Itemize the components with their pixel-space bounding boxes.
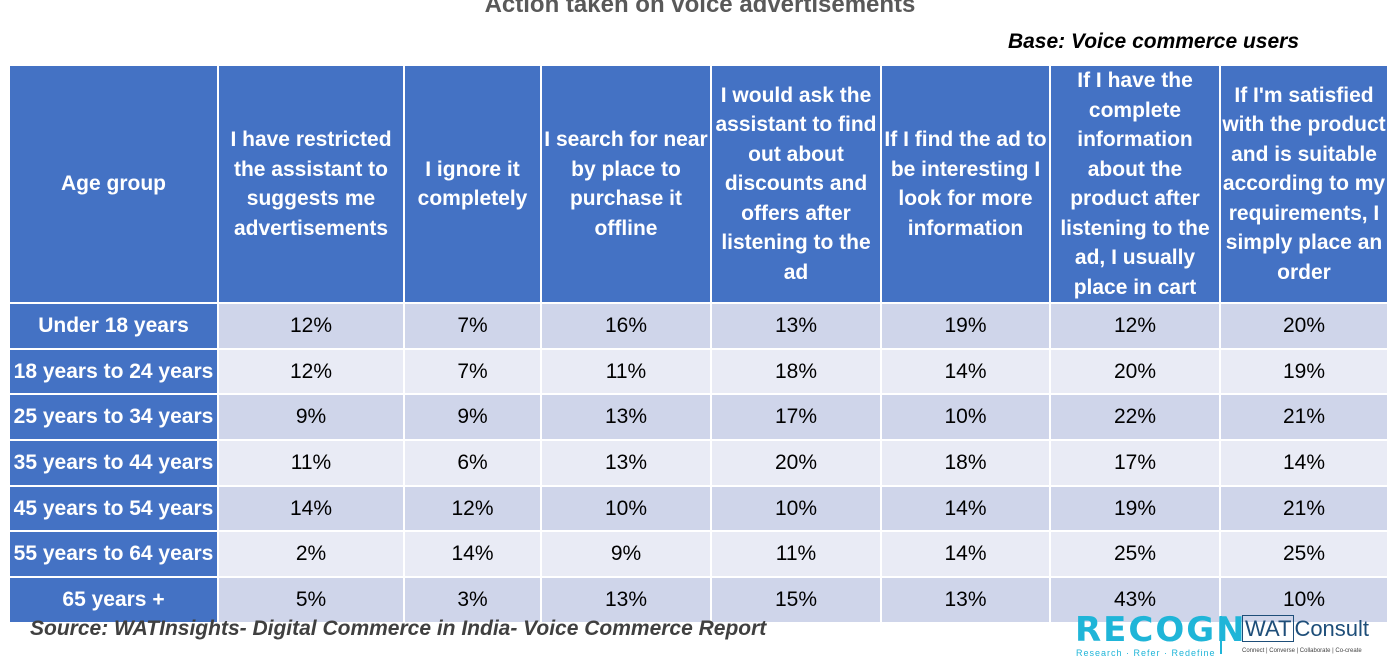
table-cell: 10% bbox=[880, 393, 1051, 442]
table-cell: 9% bbox=[540, 530, 712, 579]
table-cell: 12% bbox=[403, 484, 542, 533]
table-cell: 11% bbox=[540, 347, 712, 396]
recogn-logo: RECOGN bbox=[1075, 610, 1247, 650]
table-row: Under 18 years 12% 7% 16% 13% 19% 12% 20% bbox=[8, 302, 1389, 350]
table-body: Under 18 years 12% 7% 16% 13% 19% 12% 20% 18 yea… bbox=[8, 302, 1389, 624]
table-cell: 18% bbox=[880, 439, 1051, 487]
table-cell: 14% bbox=[1219, 439, 1389, 487]
table-row: 65 years +5% 3% 13% 15% 13% 43% 10% bbox=[8, 576, 1389, 624]
table-cell: 10% bbox=[1219, 576, 1389, 624]
table-cell: 12% bbox=[1049, 302, 1221, 350]
table-cell: 19% bbox=[1219, 347, 1389, 396]
column-header-3: I search for near by place to purchase i… bbox=[540, 64, 712, 304]
table-cell: 14% bbox=[880, 347, 1051, 396]
table-cell: 12% bbox=[217, 347, 405, 396]
chart-title: Action taken on voice advertisements bbox=[484, 0, 916, 18]
column-header-5: If I find the ad to be interesting I loo… bbox=[880, 64, 1051, 304]
table-row: 18 years to 24 years 12% 7% 11% 18% 14% 20% 19% bbox=[8, 347, 1389, 396]
table-cell: 12% bbox=[217, 302, 405, 350]
table-cell: 3% bbox=[403, 576, 542, 624]
watconsult-logo: WAT Consult bbox=[1242, 615, 1370, 642]
column-header-age-group: Age group bbox=[8, 64, 219, 304]
table-cell: 43% bbox=[1049, 576, 1221, 624]
column-header-4: I would ask the assistant to find out ab… bbox=[710, 64, 882, 304]
data-table: Age group I have restricted the assistant… bbox=[8, 64, 1389, 624]
table-cell: 7% bbox=[403, 347, 542, 396]
column-header-2: I ignore it completely bbox=[403, 64, 542, 304]
table-cell: 20% bbox=[710, 439, 882, 487]
table-cell: 16% bbox=[540, 302, 712, 350]
table-cell: 13% bbox=[540, 576, 712, 624]
base-note: Base: Voice commerce users bbox=[1007, 30, 1299, 53]
table-cell: 20% bbox=[1049, 347, 1221, 396]
table-cell: 14% bbox=[880, 530, 1051, 579]
table-cell: 19% bbox=[880, 302, 1051, 350]
row-label: 18 years to 24 years bbox=[8, 347, 219, 396]
table-cell: 18% bbox=[710, 347, 882, 396]
column-header-7: If I'm satisfied with the product and is… bbox=[1219, 64, 1389, 304]
table-cell: 14% bbox=[880, 484, 1051, 533]
column-header-6: If I have the complete information about… bbox=[1049, 64, 1221, 304]
source-note: Source: WATInsights- Digital Commerce in… bbox=[30, 617, 767, 640]
logo-divider bbox=[1220, 616, 1222, 654]
table-header-row: Age group I have restricted the assistant… bbox=[8, 64, 1389, 304]
table-row: 45 years to 54 years 14% 12% 10% 10% 14% 19% 21… bbox=[8, 484, 1389, 533]
table-cell: 10% bbox=[540, 484, 712, 533]
wat-mark: WAT bbox=[1242, 615, 1295, 642]
table-cell: 21% bbox=[1219, 393, 1389, 442]
table-cell: 9% bbox=[403, 393, 542, 442]
table-cell: 17% bbox=[1049, 439, 1221, 487]
table-cell: 14% bbox=[217, 484, 405, 533]
table-cell: 10% bbox=[710, 484, 882, 533]
recogn-tagline: Research · Refer · Redefine bbox=[1076, 648, 1216, 658]
table-cell: 20% bbox=[1219, 302, 1389, 350]
row-label: 45 years to 54 years bbox=[8, 484, 219, 533]
table-cell: 2% bbox=[217, 530, 405, 579]
table-cell: 25% bbox=[1049, 530, 1221, 579]
table-cell: 9% bbox=[217, 393, 405, 442]
table-row: 55 years to 64 years 2% 14% 9% 11% 14% 25% 25% bbox=[8, 530, 1389, 579]
row-label: 25 years to 34 years bbox=[8, 393, 219, 442]
table-cell: 13% bbox=[540, 439, 712, 487]
table-cell: 22% bbox=[1049, 393, 1221, 442]
watconsult-tagline: Connect | Converse | Collaborate | Co-cr… bbox=[1242, 648, 1362, 654]
table-row: 35 years to 44 years 11% 6% 13% 20% 18% 17% 14% bbox=[8, 439, 1389, 487]
table-cell: 19% bbox=[1049, 484, 1221, 533]
row-label: 35 years to 44 years bbox=[8, 439, 219, 487]
table-cell: 25% bbox=[1219, 530, 1389, 579]
table-cell: 7% bbox=[403, 302, 542, 350]
table-cell: 15% bbox=[710, 576, 882, 624]
row-label: Under 18 years bbox=[8, 302, 219, 350]
table-cell: 5% bbox=[217, 576, 405, 624]
consult-text: Consult bbox=[1294, 616, 1370, 641]
table-cell: 13% bbox=[880, 576, 1051, 624]
column-header-1: I have restricted the assistant to sugge… bbox=[217, 64, 405, 304]
table-cell: 21% bbox=[1219, 484, 1389, 533]
table-row: 25 years to 34 years 9% 9% 13% 17% 10% 22% 21% bbox=[8, 393, 1389, 442]
table-cell: 13% bbox=[540, 393, 712, 442]
row-label: 65 years + bbox=[8, 576, 219, 624]
row-label: 55 years to 64 years bbox=[8, 530, 219, 579]
table-cell: 11% bbox=[710, 530, 882, 579]
logo-area: RECOGN Research · Refer · Redefine WAT Co… bbox=[1070, 612, 1370, 662]
table-cell: 13% bbox=[710, 302, 882, 350]
table-cell: 17% bbox=[710, 393, 882, 442]
table-cell: 14% bbox=[403, 530, 542, 579]
table-cell: 11% bbox=[217, 439, 405, 487]
table-cell: 6% bbox=[403, 439, 542, 487]
